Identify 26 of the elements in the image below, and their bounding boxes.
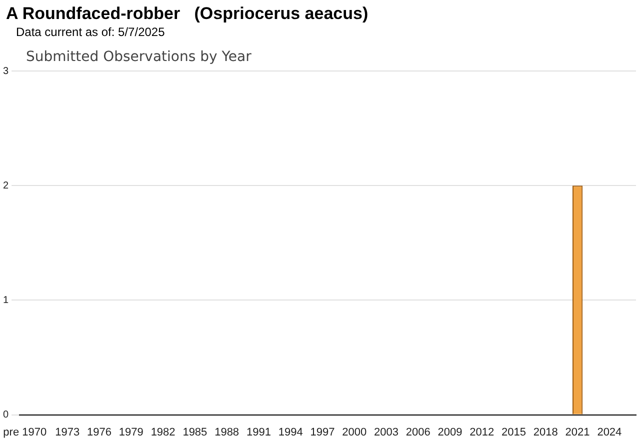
x-tick-label: 2003 bbox=[374, 426, 398, 438]
y-tick-label: 0 bbox=[3, 410, 10, 421]
x-tick-label: 2012 bbox=[470, 426, 494, 438]
x-tick-label: 1973 bbox=[55, 426, 80, 438]
x-tick-label: 1988 bbox=[214, 426, 240, 438]
x-tick-label: 1979 bbox=[118, 426, 144, 438]
x-tick-label: 2021 bbox=[565, 426, 590, 438]
chart-title: A Roundfaced-robber (Ospriocerus aeacus) bbox=[6, 4, 368, 24]
x-tick-label: 1982 bbox=[150, 426, 176, 438]
chart-subtitle: Data current as of: 5/7/2025 bbox=[16, 25, 165, 39]
y-tick-label: 3 bbox=[3, 66, 10, 77]
x-tick-label: 2024 bbox=[597, 426, 622, 438]
x-tick-label: 2006 bbox=[406, 426, 430, 438]
x-tick-label: pre 1970 bbox=[3, 426, 47, 438]
x-tick-label: 1991 bbox=[246, 426, 271, 438]
x-tick-label: 1976 bbox=[87, 426, 112, 438]
x-tick-label: 1997 bbox=[310, 426, 335, 438]
x-tick-label: 2015 bbox=[502, 426, 526, 438]
y-tick-label: 1 bbox=[3, 294, 10, 306]
x-tick-label: 2018 bbox=[533, 426, 558, 438]
y-tick-label: 2 bbox=[3, 180, 10, 192]
x-tick-label: 1994 bbox=[278, 426, 303, 438]
x-tick-label: 2009 bbox=[438, 426, 462, 438]
x-tick-label: 1985 bbox=[182, 426, 208, 438]
text: Submitted Observations by Year bbox=[26, 49, 252, 65]
x-tick-label: 2000 bbox=[342, 426, 367, 438]
